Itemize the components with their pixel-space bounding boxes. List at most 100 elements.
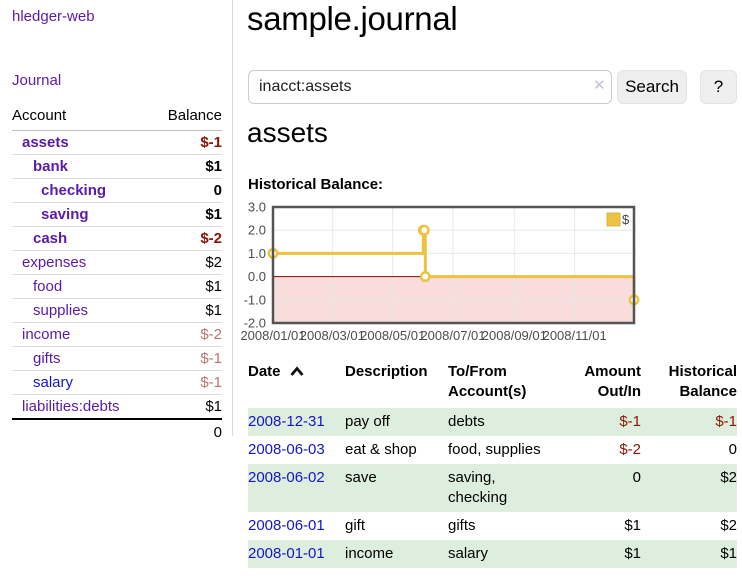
account-row: expenses $2 — [12, 250, 222, 275]
account-balance: 0 — [151, 178, 222, 203]
transaction-date-link[interactable]: 2008-06-02 — [248, 469, 325, 486]
transaction-date-cell: 2008-06-01 — [248, 512, 345, 540]
transaction-balance: 0 — [728, 441, 737, 458]
account-name-cell: supplies — [12, 298, 152, 323]
account-row: supplies $1 — [12, 298, 222, 323]
transaction-date-cell: 2008-12-31 — [248, 408, 345, 436]
y-tick-label: 2.0 — [248, 223, 266, 238]
x-tick-label: 2008/11/01 — [543, 328, 607, 343]
transaction-balance: $-1 — [715, 413, 737, 430]
historical-balance-chart: $3.0 2.0 1.0 0.0 -1.0 -2.0 2008/01/01 2008/03/0… — [240, 198, 650, 350]
account-balance: $2 — [151, 250, 222, 275]
account-name-cell: food — [12, 274, 152, 299]
transaction-row: 2008-06-01 gift gifts $1 $2 — [248, 512, 737, 540]
account-name-cell: checking — [12, 178, 152, 203]
sidebar-account-bank[interactable]: bank — [33, 158, 69, 175]
account-row: bank $1 — [12, 154, 222, 179]
accounts-header-account: Account — [12, 102, 152, 131]
accounts-header-balance: Balance — [151, 102, 222, 131]
account-balance: $-1 — [151, 346, 222, 371]
transaction-accounts: saving, checking — [448, 469, 508, 506]
transaction-accounts: debts — [448, 413, 485, 430]
y-tick-label: 1.0 — [248, 246, 266, 261]
column-header-amount-line1: Amount — [584, 363, 641, 380]
legend-swatch — [606, 212, 621, 227]
transaction-amount: $-2 — [619, 441, 641, 458]
search-input[interactable] — [248, 70, 612, 104]
column-header-accounts-line1: To/From — [448, 363, 507, 380]
historical-balance-chart-svg: $3.0 2.0 1.0 0.0 -1.0 -2.02008/01/012008/03/0… — [240, 200, 640, 343]
account-row: gifts $-1 — [12, 346, 222, 371]
sidebar-account-gifts[interactable]: gifts — [33, 350, 61, 367]
accounts-table: Account Balance assets $-1 bank $1 checking 0… — [12, 102, 222, 445]
chart-heading: Historical Balance: — [248, 176, 384, 193]
column-header-description: Description — [345, 363, 428, 380]
account-name-cell: income — [12, 322, 152, 347]
sidebar-account-cash[interactable]: cash — [33, 230, 68, 247]
transactions-tbody: 2008-12-31 pay off debts $-1 $-1 2008-06-03 ea… — [248, 408, 737, 568]
transaction-balance: $2 — [720, 469, 737, 486]
account-balance: $1 — [151, 394, 222, 419]
account-balance: $-2 — [151, 322, 222, 347]
account-name-cell: gifts — [12, 346, 152, 371]
column-header-balance-line2: Balance — [679, 383, 737, 400]
clear-search-icon[interactable]: ✕ — [593, 77, 606, 94]
account-row: checking 0 — [12, 178, 222, 203]
sidebar-divider — [232, 0, 233, 436]
transaction-date-link[interactable]: 2008-01-01 — [248, 545, 325, 562]
transaction-row: 2008-12-31 pay off debts $-1 $-1 — [248, 408, 737, 436]
transaction-description: gift — [345, 517, 366, 534]
transactions-table: Date Description To/From Account(s) Amou… — [248, 360, 737, 568]
account-name-cell: expenses — [12, 250, 152, 275]
transaction-date-link[interactable]: 2008-06-01 — [248, 517, 325, 534]
sidebar-account-checking[interactable]: checking — [41, 182, 107, 199]
transaction-row: 2008-06-02 save saving, checking 0 $2 — [248, 464, 737, 512]
account-name-cell: liabilities:debts — [12, 394, 152, 419]
search-help-button[interactable]: ? — [700, 70, 737, 104]
sidebar-account-saving[interactable]: saving — [41, 206, 89, 223]
brand-link[interactable]: hledger-web — [12, 8, 95, 25]
transaction-date-link[interactable]: 2008-06-03 — [248, 441, 325, 458]
sidebar-account-liabilities-debts[interactable]: liabilities:debts — [22, 398, 120, 415]
sort-ascending-icon — [290, 366, 304, 376]
column-header-date[interactable]: Date — [248, 360, 345, 408]
transaction-row: 2008-06-03 eat & shop food, supplies $-2 0 — [248, 436, 737, 464]
y-tick-label: 0.0 — [248, 269, 266, 284]
search-button[interactable]: Search — [617, 70, 687, 104]
x-tick-label: 2008/01/01 — [240, 328, 305, 343]
account-balance: $1 — [151, 202, 222, 227]
nav-journal-link[interactable]: Journal — [12, 72, 62, 89]
transaction-description: eat & shop — [345, 441, 417, 458]
column-header-date-label: Date — [248, 363, 281, 380]
sidebar-account-salary[interactable]: salary — [33, 374, 74, 391]
account-balance: $1 — [151, 298, 222, 323]
page-title: sample.journal — [247, 0, 458, 37]
transaction-date-cell: 2008-06-02 — [248, 464, 345, 512]
transaction-date-cell: 2008-01-01 — [248, 540, 345, 568]
column-header-amount: Amount Out/In — [546, 360, 641, 408]
account-balance: $1 — [151, 154, 222, 179]
transaction-balance: $1 — [720, 545, 737, 562]
sidebar-account-income[interactable]: income — [22, 326, 71, 343]
sidebar-account-supplies[interactable]: supplies — [33, 302, 89, 319]
sidebar-account-expenses[interactable]: expenses — [22, 254, 87, 271]
x-tick-label: 2008/07/01 — [420, 328, 485, 343]
transaction-date-link[interactable]: 2008-12-31 — [248, 413, 325, 430]
column-header-balance-line1: Historical — [668, 363, 737, 380]
sidebar-account-food[interactable]: food — [33, 278, 63, 295]
transaction-amount: $1 — [624, 517, 641, 534]
account-row: food $1 — [12, 274, 222, 299]
sidebar-account-assets[interactable]: assets — [22, 134, 69, 151]
column-header-accounts-line2: Account(s) — [448, 383, 527, 400]
account-row: income $-2 — [12, 322, 222, 347]
data-point — [419, 271, 431, 283]
account-heading: assets — [247, 117, 328, 148]
account-row: salary $-1 — [12, 370, 222, 395]
legend-label: $ — [622, 212, 630, 227]
column-header-balance: Historical Balance — [641, 360, 737, 408]
account-name-cell: salary — [12, 370, 152, 395]
column-header-accounts: To/From Account(s) — [448, 360, 546, 408]
transaction-balance: $2 — [720, 517, 737, 534]
account-row: liabilities:debts $1 — [12, 394, 222, 419]
account-balance: $1 — [151, 274, 222, 299]
